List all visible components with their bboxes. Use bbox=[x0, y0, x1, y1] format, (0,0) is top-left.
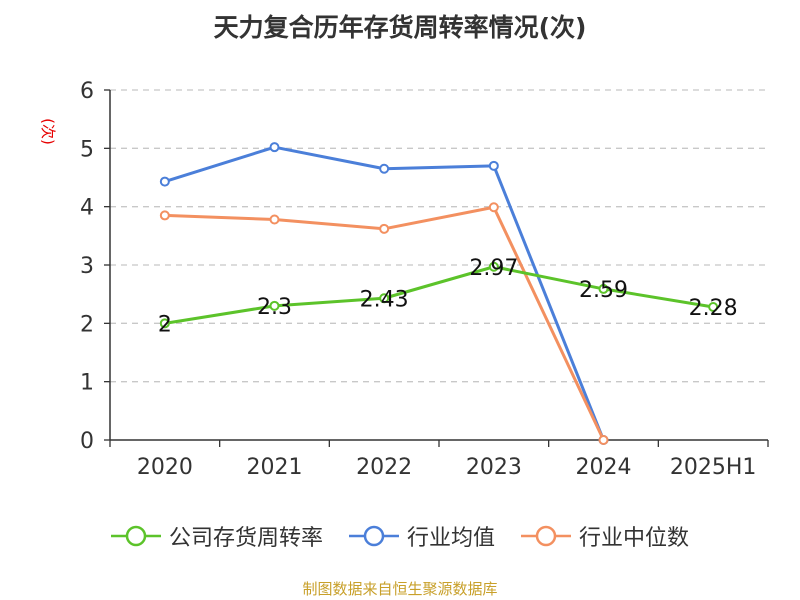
data-point bbox=[488, 261, 499, 272]
data-label: 2.28 bbox=[689, 296, 738, 321]
data-point bbox=[488, 160, 499, 171]
data-label: 2.43 bbox=[360, 287, 409, 312]
legend-label-industry-mean: 行业均值 bbox=[406, 526, 495, 551]
series-line bbox=[164, 205, 605, 441]
data-point bbox=[708, 302, 719, 312]
legend-marker-industry-mean bbox=[348, 525, 399, 547]
data-point bbox=[159, 176, 170, 187]
data-label: 2 bbox=[158, 312, 172, 337]
data-label: 2.3 bbox=[257, 295, 292, 320]
y-tick-label: 5 bbox=[80, 137, 94, 162]
chart-title: 天力复合历年存货周转率情况(次) bbox=[213, 13, 587, 42]
data-label: 2.59 bbox=[579, 278, 628, 303]
y-tick-label: 3 bbox=[80, 254, 94, 279]
data-point bbox=[159, 210, 170, 221]
legend-item-company[interactable]: 公司存货周转率 bbox=[110, 520, 323, 552]
x-tick-label: 2020 bbox=[137, 455, 193, 480]
x-tick-label: 2025H1 bbox=[670, 455, 757, 480]
legend-item-industry-median[interactable]: 行业中位数 bbox=[521, 520, 689, 552]
x-tick-label: 2022 bbox=[356, 455, 412, 480]
series-line bbox=[164, 265, 714, 325]
data-point bbox=[379, 223, 390, 234]
data-point bbox=[379, 293, 390, 304]
data-point bbox=[598, 283, 609, 294]
x-tick-label: 2021 bbox=[247, 455, 303, 480]
y-tick-label: 1 bbox=[80, 371, 94, 396]
data-point bbox=[269, 300, 280, 311]
x-tick-label: 2023 bbox=[466, 455, 522, 480]
legend-item-industry-mean[interactable]: 行业均值 bbox=[348, 520, 495, 552]
data-point bbox=[269, 142, 280, 153]
legend-label-industry-median: 行业中位数 bbox=[579, 526, 690, 551]
legend-marker-industry-median bbox=[521, 525, 571, 547]
data-source-note: 制图数据来自恒生聚源数据库 bbox=[302, 580, 498, 598]
legend-label-company: 公司存货周转率 bbox=[168, 526, 323, 551]
y-tick-label: 4 bbox=[80, 196, 94, 221]
y-tick-label: 0 bbox=[80, 429, 94, 454]
data-point bbox=[159, 318, 170, 329]
x-tick-label: 2024 bbox=[576, 455, 632, 480]
data-point bbox=[379, 163, 390, 174]
legend-marker-company bbox=[110, 525, 161, 547]
y-tick-label: 2 bbox=[80, 312, 94, 337]
data-label: 2.97 bbox=[469, 256, 518, 281]
data-point bbox=[269, 214, 280, 225]
data-point bbox=[488, 202, 499, 213]
legend: 公司存货周转率 行业均值 行业中位数 bbox=[0, 520, 800, 552]
y-tick-label: 6 bbox=[80, 79, 94, 104]
data-point bbox=[598, 435, 609, 445]
